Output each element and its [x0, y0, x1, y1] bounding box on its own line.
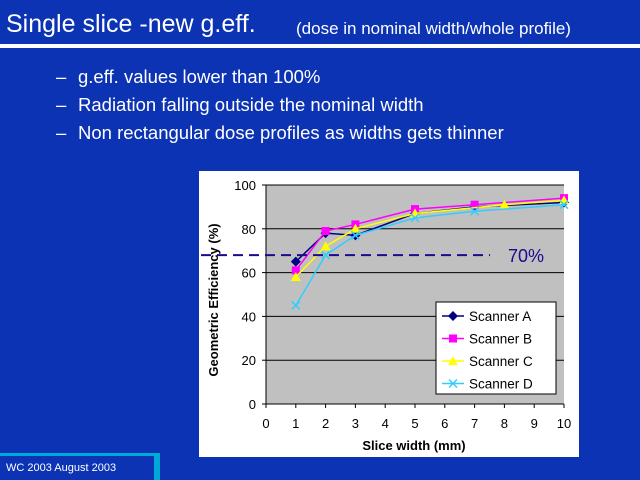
data-point — [350, 223, 361, 233]
x-tick-label: 8 — [501, 416, 508, 431]
x-tick-label: 7 — [471, 416, 478, 431]
legend-label: Scanner C — [469, 354, 533, 369]
data-point — [290, 271, 301, 281]
x-tick-label: 0 — [262, 416, 269, 431]
data-point — [320, 241, 331, 251]
series-line — [295, 203, 565, 306]
data-point-stroke — [559, 200, 569, 210]
x-tick-label: 5 — [411, 416, 418, 431]
y-axis-title: Geometric Efficiency (%) — [206, 223, 221, 376]
footer-accent — [0, 453, 160, 456]
x-tick-label: 4 — [382, 416, 389, 431]
threshold-label: 70% — [508, 246, 544, 266]
data-point — [291, 300, 301, 310]
data-point-stroke — [350, 230, 360, 240]
data-point — [448, 378, 458, 389]
data-point — [559, 200, 569, 210]
x-tick-label: 2 — [322, 416, 329, 431]
x-tick-label: 3 — [352, 416, 359, 431]
legend-label: Scanner B — [469, 332, 532, 347]
data-point — [470, 206, 480, 216]
footer-bar — [0, 456, 156, 480]
data-point — [448, 311, 458, 321]
legend-label: Scanner A — [469, 309, 531, 324]
x-tick-label: 10 — [557, 416, 571, 431]
data-point — [449, 334, 457, 343]
bullet-text: Radiation falling outside the nominal wi… — [78, 94, 424, 115]
data-point — [290, 256, 301, 267]
data-point — [470, 200, 479, 209]
y-tick-label: 0 — [249, 397, 256, 412]
data-point-stroke — [321, 250, 331, 260]
data-point — [321, 250, 331, 260]
series-scanner-d — [291, 200, 569, 310]
bullet-item: – Non rectangular dose profiles as widths… — [56, 122, 504, 150]
title-underline — [0, 44, 640, 48]
slide-subtitle: (dose in nominal width/whole profile) — [296, 19, 571, 38]
title-bar: Single slice -new g.eff. (dose in nomina… — [0, 0, 640, 48]
series-line — [295, 197, 565, 271]
legend-label: Scanner D — [469, 377, 533, 392]
data-point-stroke — [448, 378, 458, 389]
series-layer — [290, 194, 569, 310]
y-tick-label: 40 — [242, 309, 256, 324]
bullet-text: Non rectangular dose profiles as widths … — [78, 122, 504, 143]
y-tick-label: 60 — [242, 266, 256, 281]
x-axis-title: Slice width (mm) — [362, 438, 465, 453]
legend: Scanner A Scanner B Scanner C Scanner D — [435, 301, 557, 395]
data-point-stroke — [291, 300, 301, 310]
x-tick-label: 1 — [292, 416, 299, 431]
axis-ticks: 0 20 40 60 80 100 0 1 2 3 4 5 6 7 8 9 10 — [234, 178, 571, 431]
bullet-dash: – — [56, 66, 67, 87]
x-tick-label: 9 — [531, 416, 538, 431]
y-tick-label: 100 — [234, 178, 256, 193]
footer-accent-side — [154, 454, 160, 480]
data-point — [499, 199, 510, 209]
legend-item: Scanner B — [442, 332, 532, 347]
footer-text: WC 2003 August 2003 — [6, 462, 117, 474]
bullet-dash: – — [56, 94, 67, 115]
bullet-item: – Radiation falling outside the nominal w… — [56, 94, 504, 122]
data-point — [448, 356, 458, 365]
bullet-list: – g.eff. values lower than 100% – Radiatio… — [56, 66, 504, 150]
bullet-text: g.eff. values lower than 100% — [78, 66, 321, 87]
x-tick-label: 6 — [441, 416, 448, 431]
legend-item: Scanner D — [442, 377, 533, 392]
data-point — [291, 266, 300, 275]
series-line — [295, 199, 565, 278]
bullet-item: – g.eff. values lower than 100% — [56, 66, 504, 94]
data-point-stroke — [470, 206, 480, 216]
data-point — [321, 226, 330, 235]
y-tick-label: 80 — [242, 222, 256, 237]
bullet-dash: – — [56, 122, 67, 143]
slide-title: Single slice -new g.eff. — [6, 10, 256, 38]
legend-item: Scanner C — [442, 354, 533, 369]
y-tick-label: 20 — [242, 353, 256, 368]
legend-item: Scanner A — [442, 309, 531, 324]
data-point-stroke — [410, 213, 420, 223]
data-point — [350, 230, 360, 240]
data-point — [410, 213, 420, 223]
